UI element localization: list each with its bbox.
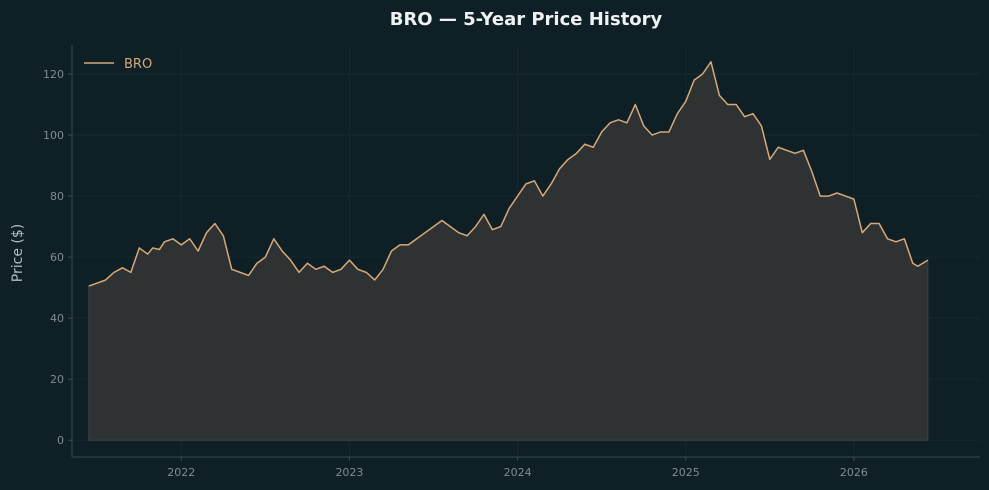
legend-label-bro: BRO: [124, 57, 152, 72]
legend: BRO: [84, 57, 152, 72]
y-tick-label-5: 100: [43, 129, 64, 142]
chart-title: BRO — 5-Year Price History: [390, 9, 663, 30]
y-axis-label: Price ($): [10, 224, 26, 282]
axes: [71, 45, 980, 458]
x-tick-label-0: 2022: [167, 466, 195, 479]
area-layer: [88, 60, 929, 441]
x-tick-label-1: 2023: [335, 466, 363, 479]
x-tick-label-2: 2024: [504, 466, 532, 479]
area-fill-bro: [88, 60, 929, 441]
y-tick-label-1: 20: [50, 373, 64, 386]
series-line-bro: [88, 61, 929, 287]
y-tick-label-2: 40: [50, 312, 64, 325]
y-tick-label-3: 60: [50, 251, 64, 264]
y-tick-label-0: 0: [57, 434, 64, 447]
tick-labels: 0 20 40 60 80 100 120 2022 2023 2024 2025 2026: [43, 68, 868, 479]
y-tick-label-4: 80: [50, 190, 64, 203]
x-tick-label-4: 2026: [840, 466, 868, 479]
x-tick-label-3: 2025: [672, 466, 700, 479]
y-tick-label-6: 120: [43, 68, 64, 81]
